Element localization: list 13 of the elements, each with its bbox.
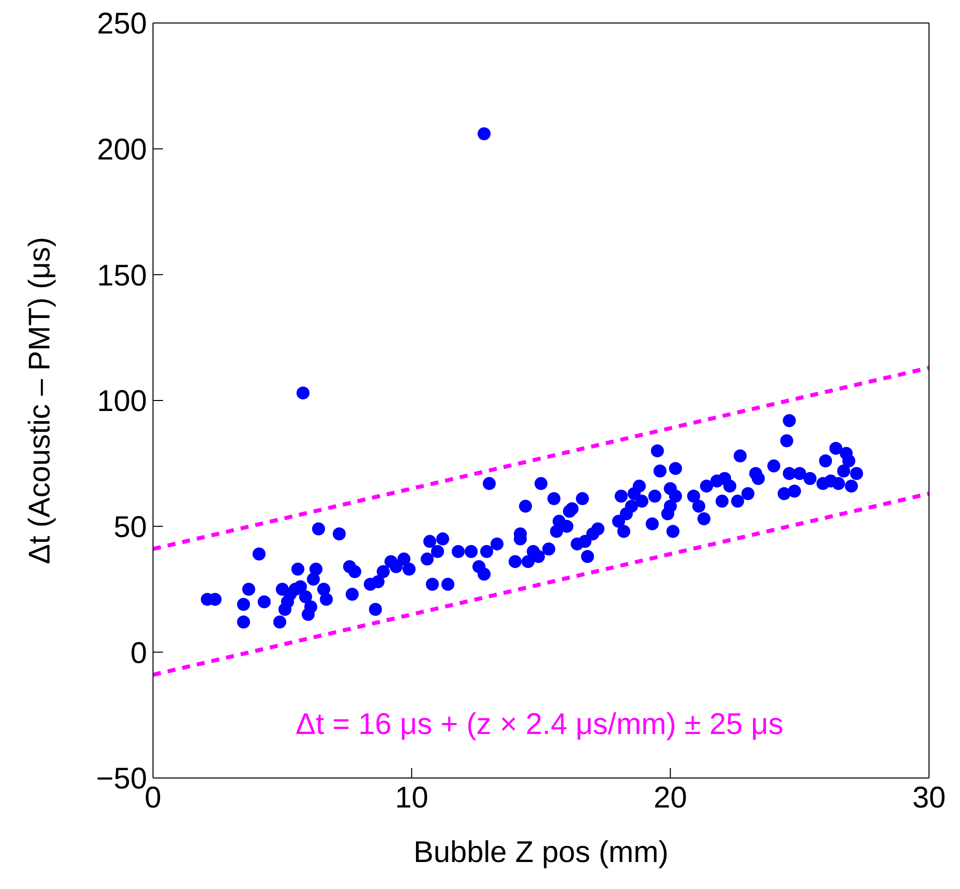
y-axis-title: Δt (Acoustic – PMT) (μs) — [24, 236, 57, 564]
y-tick-label: −50 — [96, 762, 147, 796]
x-tick-label: 30 — [912, 781, 946, 814]
annotation: Δt = 16 μs + (z × 2.4 μs/mm) ± 25 μs — [294, 708, 784, 742]
y-tick-label: 0 — [130, 636, 147, 670]
y-tick-label: 150 — [96, 259, 147, 292]
y-tick-label: 200 — [96, 133, 147, 166]
y-tick-label: 50 — [114, 510, 147, 544]
x-tick-label: 20 — [654, 781, 688, 814]
y-tick-label: 250 — [96, 8, 147, 41]
y-tick-label: 100 — [96, 385, 147, 418]
x-axis-title: Bubble Z pos (mm) — [413, 836, 669, 869]
x-tick-label: 10 — [394, 781, 428, 814]
